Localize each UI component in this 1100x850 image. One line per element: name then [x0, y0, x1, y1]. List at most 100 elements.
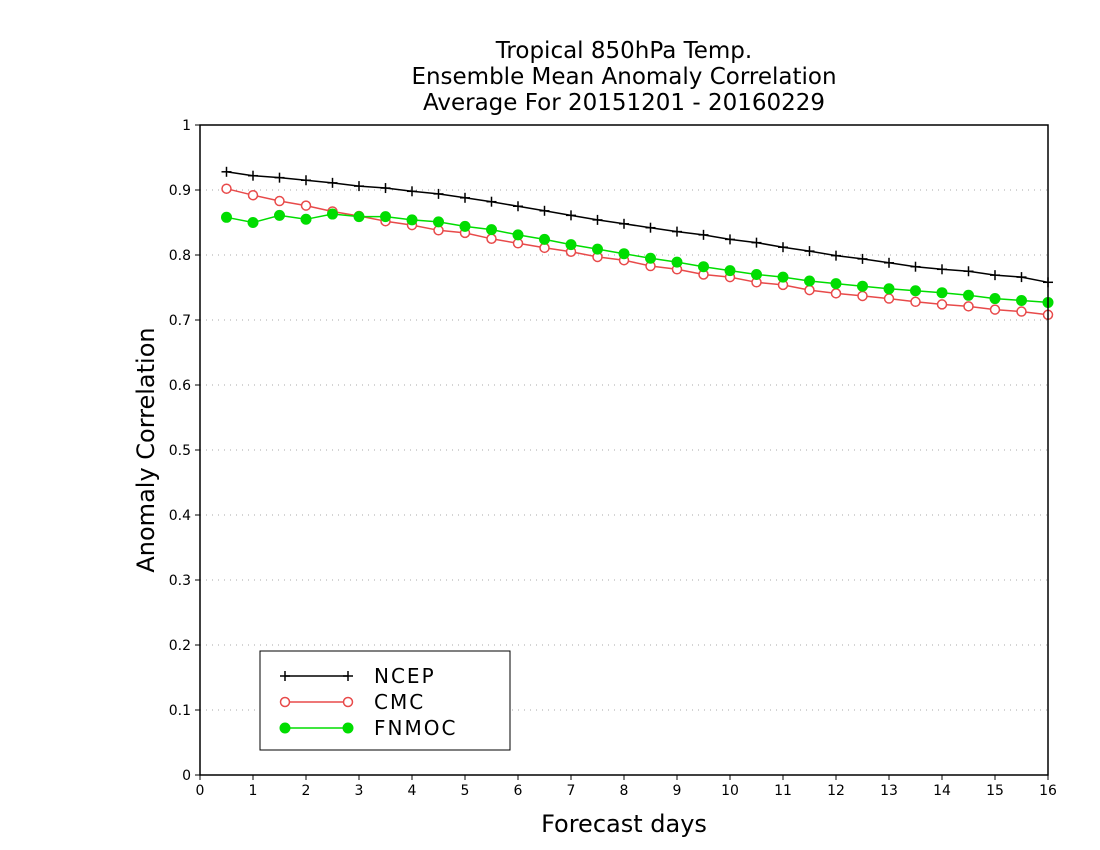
series-fnmoc-point — [486, 224, 497, 236]
legend-fnmoc-end-point — [342, 722, 354, 734]
series-ncep-point — [619, 218, 629, 229]
series-cmc-point — [830, 288, 842, 299]
x-tick-label: 5 — [461, 783, 470, 799]
series-fnmoc-point — [380, 211, 391, 223]
series-fnmoc-point — [247, 217, 259, 228]
series-ncep-point — [884, 257, 894, 268]
series-fnmoc-point — [459, 220, 471, 232]
series-ncep-point — [460, 192, 470, 203]
series-fnmoc-point — [221, 211, 232, 223]
series-ncep-point — [221, 166, 232, 177]
x-tick-label: 10 — [721, 783, 739, 799]
series-ncep-point — [937, 264, 947, 275]
series-fnmoc-point — [539, 233, 550, 245]
series-ncep-point — [539, 205, 550, 216]
x-tick-label: 13 — [880, 783, 898, 799]
series-ncep-point — [857, 253, 868, 264]
series-fnmoc-point — [751, 269, 762, 280]
legend-fnmoc: FNMOC — [279, 716, 457, 740]
x-axis: 0 1 2 3 4 5 6 7 8 9 10 11 12 13 14 15 16 — [196, 775, 1057, 799]
series-ncep-point — [751, 237, 762, 248]
x-tick-label: 6 — [514, 783, 523, 799]
series-cmc-point — [274, 195, 285, 207]
series-cmc-point — [300, 200, 312, 211]
y-tick-label: 0.2 — [169, 638, 191, 654]
series-ncep-point — [327, 177, 338, 188]
series-fnmoc-point — [618, 248, 630, 260]
series-fnmoc-point — [936, 287, 948, 299]
y-tick-label: 0 — [182, 768, 191, 784]
series-ncep-point — [1016, 272, 1027, 283]
series-layer — [221, 166, 1054, 321]
series-ncep-point — [831, 250, 841, 261]
series-fnmoc-point — [857, 280, 868, 292]
x-tick-label: 14 — [933, 783, 951, 799]
series-cmc-point — [486, 233, 497, 244]
chart-title-line-1: Tropical 850hPa Temp. — [495, 38, 752, 64]
series-ncep-point — [910, 261, 921, 272]
series-cmc-point — [963, 301, 974, 312]
series-ncep-point — [354, 181, 364, 192]
series-ncep-point — [804, 246, 815, 257]
series-ncep-point — [778, 242, 788, 253]
x-tick-label: 7 — [567, 783, 576, 799]
series-ncep-point — [301, 175, 311, 186]
x-tick-label: 16 — [1039, 783, 1057, 799]
series-fnmoc-point — [433, 216, 444, 228]
chart-title-line-3: Average For 20151201 - 20160229 — [423, 90, 825, 116]
legend-ncep-end-point — [343, 671, 353, 681]
series-ncep-point — [672, 226, 682, 237]
x-tick-label: 4 — [408, 783, 417, 799]
series-ncep-point — [963, 266, 974, 277]
series-fnmoc-point — [963, 289, 974, 301]
series-fnmoc-point — [804, 275, 815, 287]
series-fnmoc-point — [353, 211, 365, 223]
x-tick-label: 8 — [620, 783, 629, 799]
series-fnmoc-point — [830, 278, 842, 290]
chart-title-line-2: Ensemble Mean Anomaly Correlation — [411, 64, 836, 90]
x-tick-label: 1 — [249, 783, 258, 799]
chart-title: Tropical 850hPa Temp. Ensemble Mean Anom… — [411, 38, 836, 116]
y-tick-label: 1 — [182, 118, 191, 134]
series-ncep-point — [725, 234, 735, 245]
series-fnmoc-point — [406, 214, 418, 226]
legend-fnmoc-start-point — [279, 722, 291, 734]
series-ncep-point — [513, 201, 523, 212]
series-fnmoc-point — [724, 265, 736, 277]
series-ncep-point — [433, 188, 444, 199]
legend-ncep-start-point — [280, 671, 290, 681]
y-tick-label: 0.8 — [169, 248, 191, 264]
series-cmc-point — [247, 189, 259, 201]
series-ncep-point — [274, 172, 285, 183]
series-fnmoc-point — [565, 239, 577, 251]
y-tick-label: 0.4 — [169, 508, 191, 524]
series-fnmoc-point — [883, 283, 895, 295]
series-fnmoc-point — [274, 209, 285, 221]
legend-cmc-end-point — [342, 696, 354, 708]
legend-fnmoc-label: FNMOC — [374, 716, 457, 740]
x-tick-label: 12 — [827, 783, 845, 799]
series-cmc-point — [883, 293, 895, 304]
series-fnmoc-point — [910, 285, 921, 297]
y-tick-label: 0.6 — [169, 378, 191, 394]
series-ncep-point — [566, 210, 576, 221]
series-cmc-point — [989, 304, 1001, 315]
series-cmc-point — [936, 299, 948, 310]
x-tick-label: 3 — [355, 783, 364, 799]
series-fnmoc-point — [512, 229, 524, 241]
series-ncep-point — [990, 270, 1000, 281]
series-cmc-point — [857, 290, 868, 302]
series-fnmoc-point — [698, 261, 709, 273]
x-tick-label: 9 — [673, 783, 682, 799]
x-tick-label: 11 — [774, 783, 792, 799]
series-fnmoc-point — [592, 243, 603, 255]
series-fnmoc — [221, 208, 1054, 308]
series-fnmoc-point — [671, 256, 683, 268]
series-fnmoc-point — [989, 293, 1001, 305]
y-tick-label: 0.7 — [169, 313, 191, 329]
series-ncep-point — [645, 222, 656, 233]
series-fnmoc-point — [645, 252, 656, 264]
